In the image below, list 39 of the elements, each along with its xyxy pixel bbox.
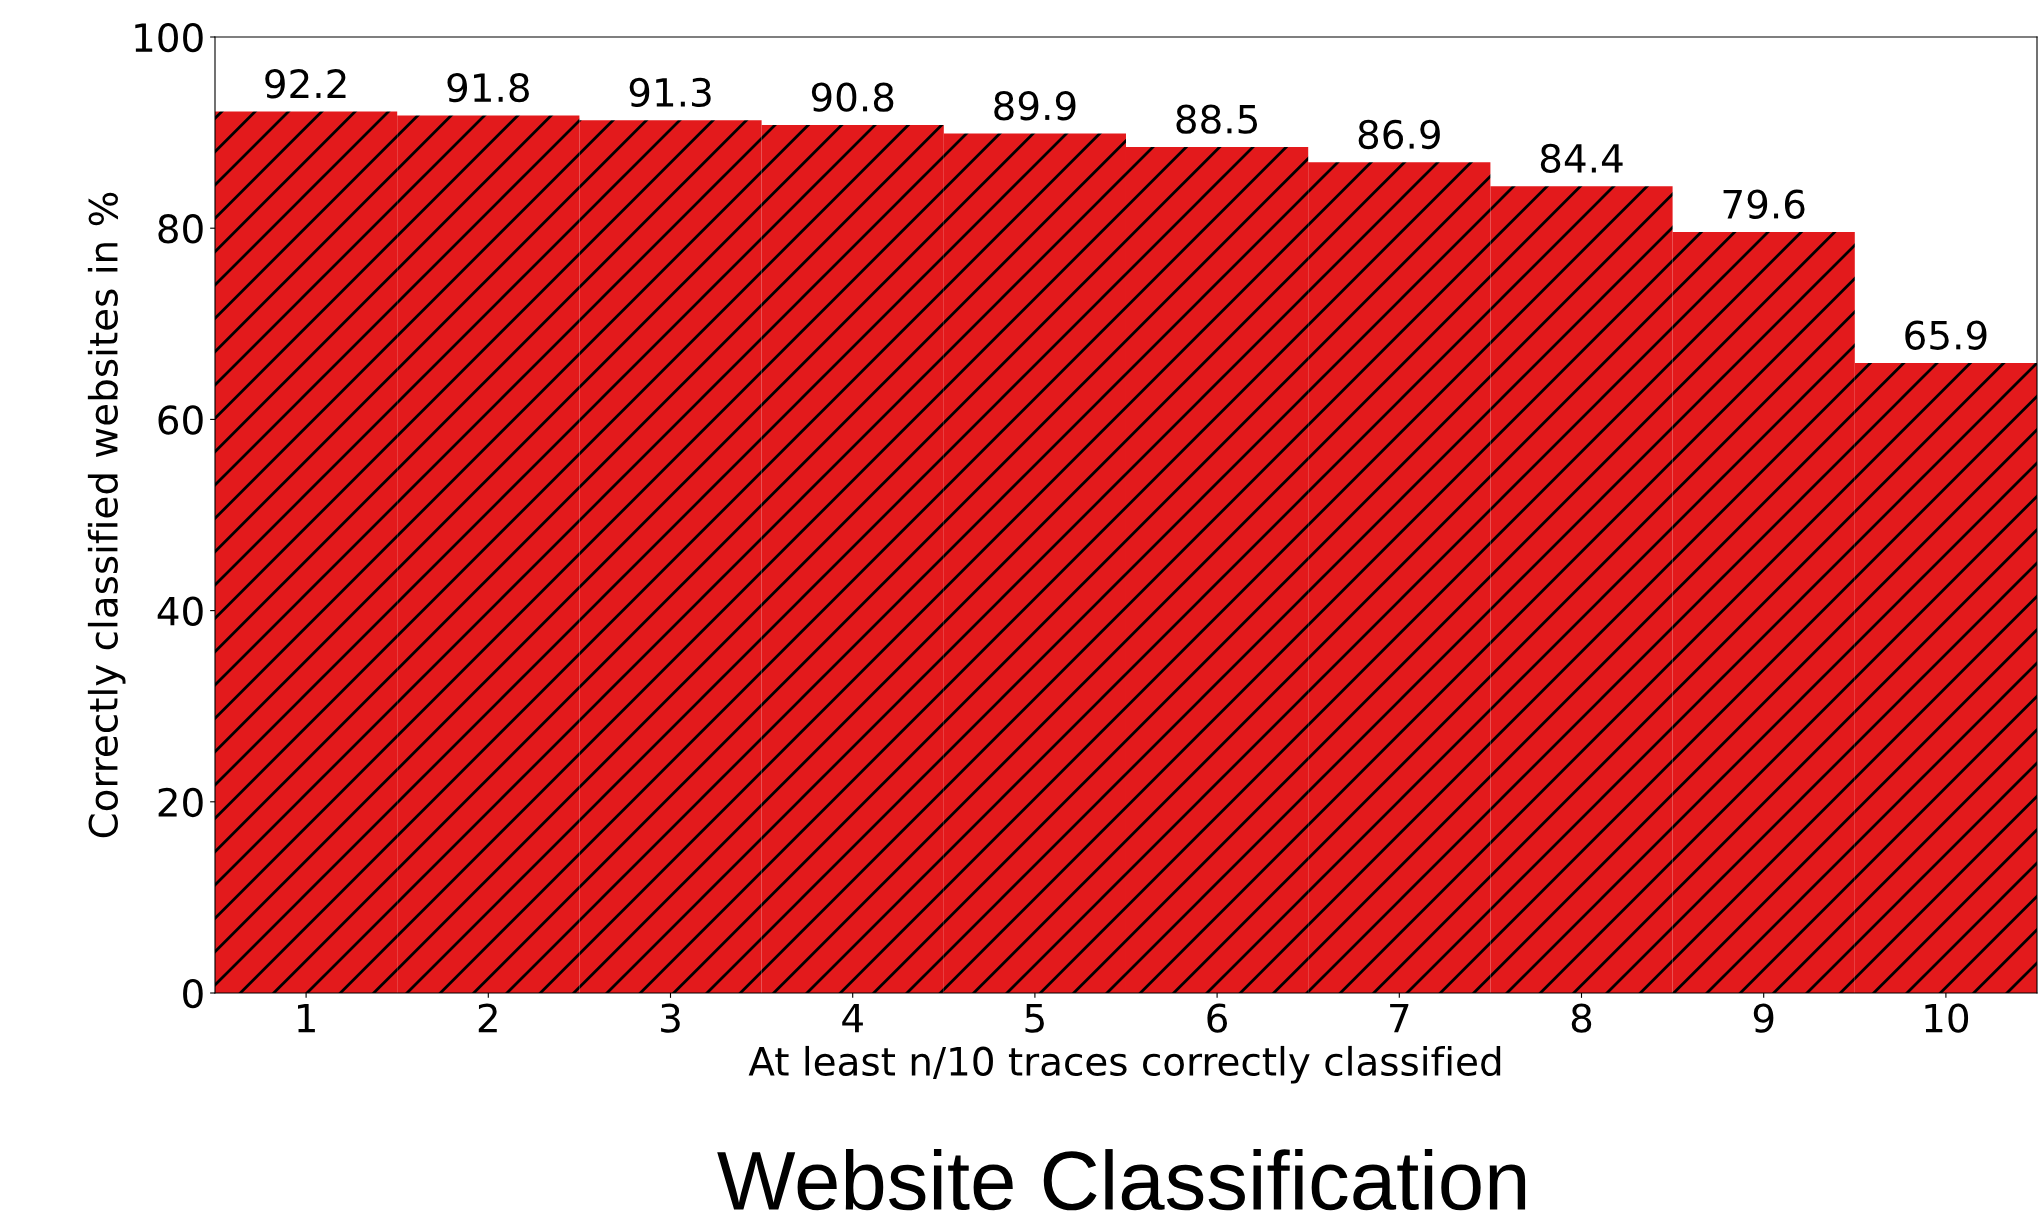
bar [1854, 363, 2037, 993]
data-label: 65.9 [1905, 320, 1987, 350]
data-label: 92.2 [265, 69, 346, 99]
data-label: 86.9 [1358, 119, 1440, 150]
x-tick-label: 4 [842, 1003, 863, 1033]
data-label: 91.3 [629, 77, 711, 108]
bar [1126, 146, 1309, 993]
bar [761, 124, 944, 993]
x-tick-label: 2 [478, 1003, 497, 1033]
bar [215, 111, 398, 993]
y-tick-label: 60 [158, 405, 203, 435]
y-tick-label: 0 [183, 978, 203, 1009]
bar [579, 120, 762, 993]
x-tick-label: 9 [1753, 1003, 1774, 1033]
data-label: 91.8 [447, 72, 529, 103]
y-axis-title: Correctly classified websites in % [87, 192, 126, 838]
x-tick-label: 10 [1925, 1003, 1969, 1033]
x-tick-label: 8 [1571, 1003, 1592, 1033]
data-label: 90.8 [811, 82, 894, 112]
data-label: 79.6 [1723, 189, 1805, 219]
text: Website Classification [717, 1149, 1526, 1211]
x-tick-label: 3 [661, 1003, 680, 1033]
y-tick-label: 100 [135, 22, 203, 53]
y-tick-label: 40 [157, 596, 203, 626]
y-tick-label: 20 [158, 787, 203, 818]
bar [1672, 232, 1855, 993]
bar [397, 115, 580, 993]
bar [1308, 162, 1491, 993]
x-tick-label: 1 [298, 1003, 315, 1033]
data-label: 84.4 [1540, 143, 1623, 174]
x-axis-title: At least n/10 traces correctly classified [748, 1045, 1501, 1084]
x-tick-label: 6 [1207, 1003, 1228, 1033]
x-tick-label: 5 [1025, 1003, 1044, 1033]
bar [1490, 186, 1673, 993]
y-tick-label: 80 [158, 214, 203, 244]
x-tick-label: 7 [1390, 1003, 1409, 1033]
bar [943, 133, 1126, 993]
data-label: 89.9 [994, 91, 1076, 121]
data-label: 88.5 [1176, 104, 1257, 134]
